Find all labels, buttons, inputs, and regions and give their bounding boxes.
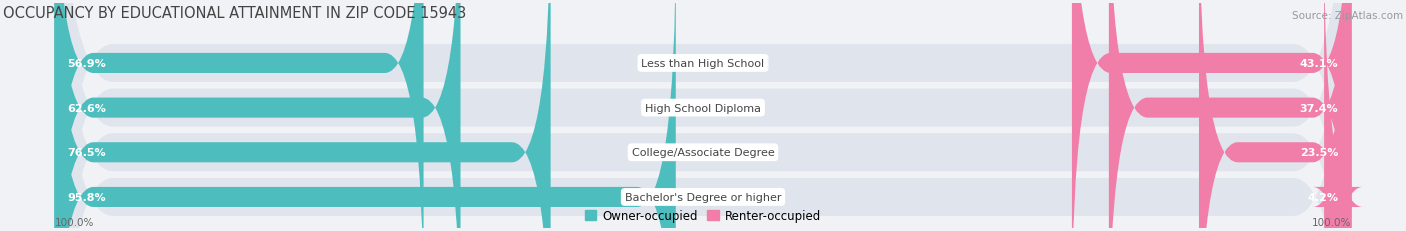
FancyBboxPatch shape	[55, 0, 461, 231]
FancyBboxPatch shape	[1071, 0, 1351, 231]
FancyBboxPatch shape	[55, 0, 676, 231]
Text: Less than High School: Less than High School	[641, 59, 765, 69]
FancyBboxPatch shape	[1199, 0, 1351, 231]
Text: 4.2%: 4.2%	[1308, 192, 1339, 202]
Text: 23.5%: 23.5%	[1301, 148, 1339, 158]
Text: 95.8%: 95.8%	[67, 192, 107, 202]
Text: 76.5%: 76.5%	[67, 148, 107, 158]
FancyBboxPatch shape	[1109, 0, 1351, 231]
Text: 37.4%: 37.4%	[1299, 103, 1339, 113]
Text: College/Associate Degree: College/Associate Degree	[631, 148, 775, 158]
FancyBboxPatch shape	[55, 0, 1351, 231]
Text: OCCUPANCY BY EDUCATIONAL ATTAINMENT IN ZIP CODE 15943: OCCUPANCY BY EDUCATIONAL ATTAINMENT IN Z…	[3, 6, 465, 21]
Text: 43.1%: 43.1%	[1299, 59, 1339, 69]
Text: 62.6%: 62.6%	[67, 103, 107, 113]
Legend: Owner-occupied, Renter-occupied: Owner-occupied, Renter-occupied	[579, 204, 827, 227]
FancyBboxPatch shape	[55, 0, 551, 231]
Text: 100.0%: 100.0%	[55, 217, 94, 227]
FancyBboxPatch shape	[55, 0, 423, 231]
Text: 100.0%: 100.0%	[1312, 217, 1351, 227]
Text: Bachelor's Degree or higher: Bachelor's Degree or higher	[624, 192, 782, 202]
FancyBboxPatch shape	[55, 0, 1351, 231]
Text: 56.9%: 56.9%	[67, 59, 107, 69]
FancyBboxPatch shape	[55, 0, 1351, 231]
Text: Source: ZipAtlas.com: Source: ZipAtlas.com	[1292, 12, 1403, 21]
Text: High School Diploma: High School Diploma	[645, 103, 761, 113]
FancyBboxPatch shape	[1312, 0, 1362, 231]
FancyBboxPatch shape	[55, 0, 1351, 231]
